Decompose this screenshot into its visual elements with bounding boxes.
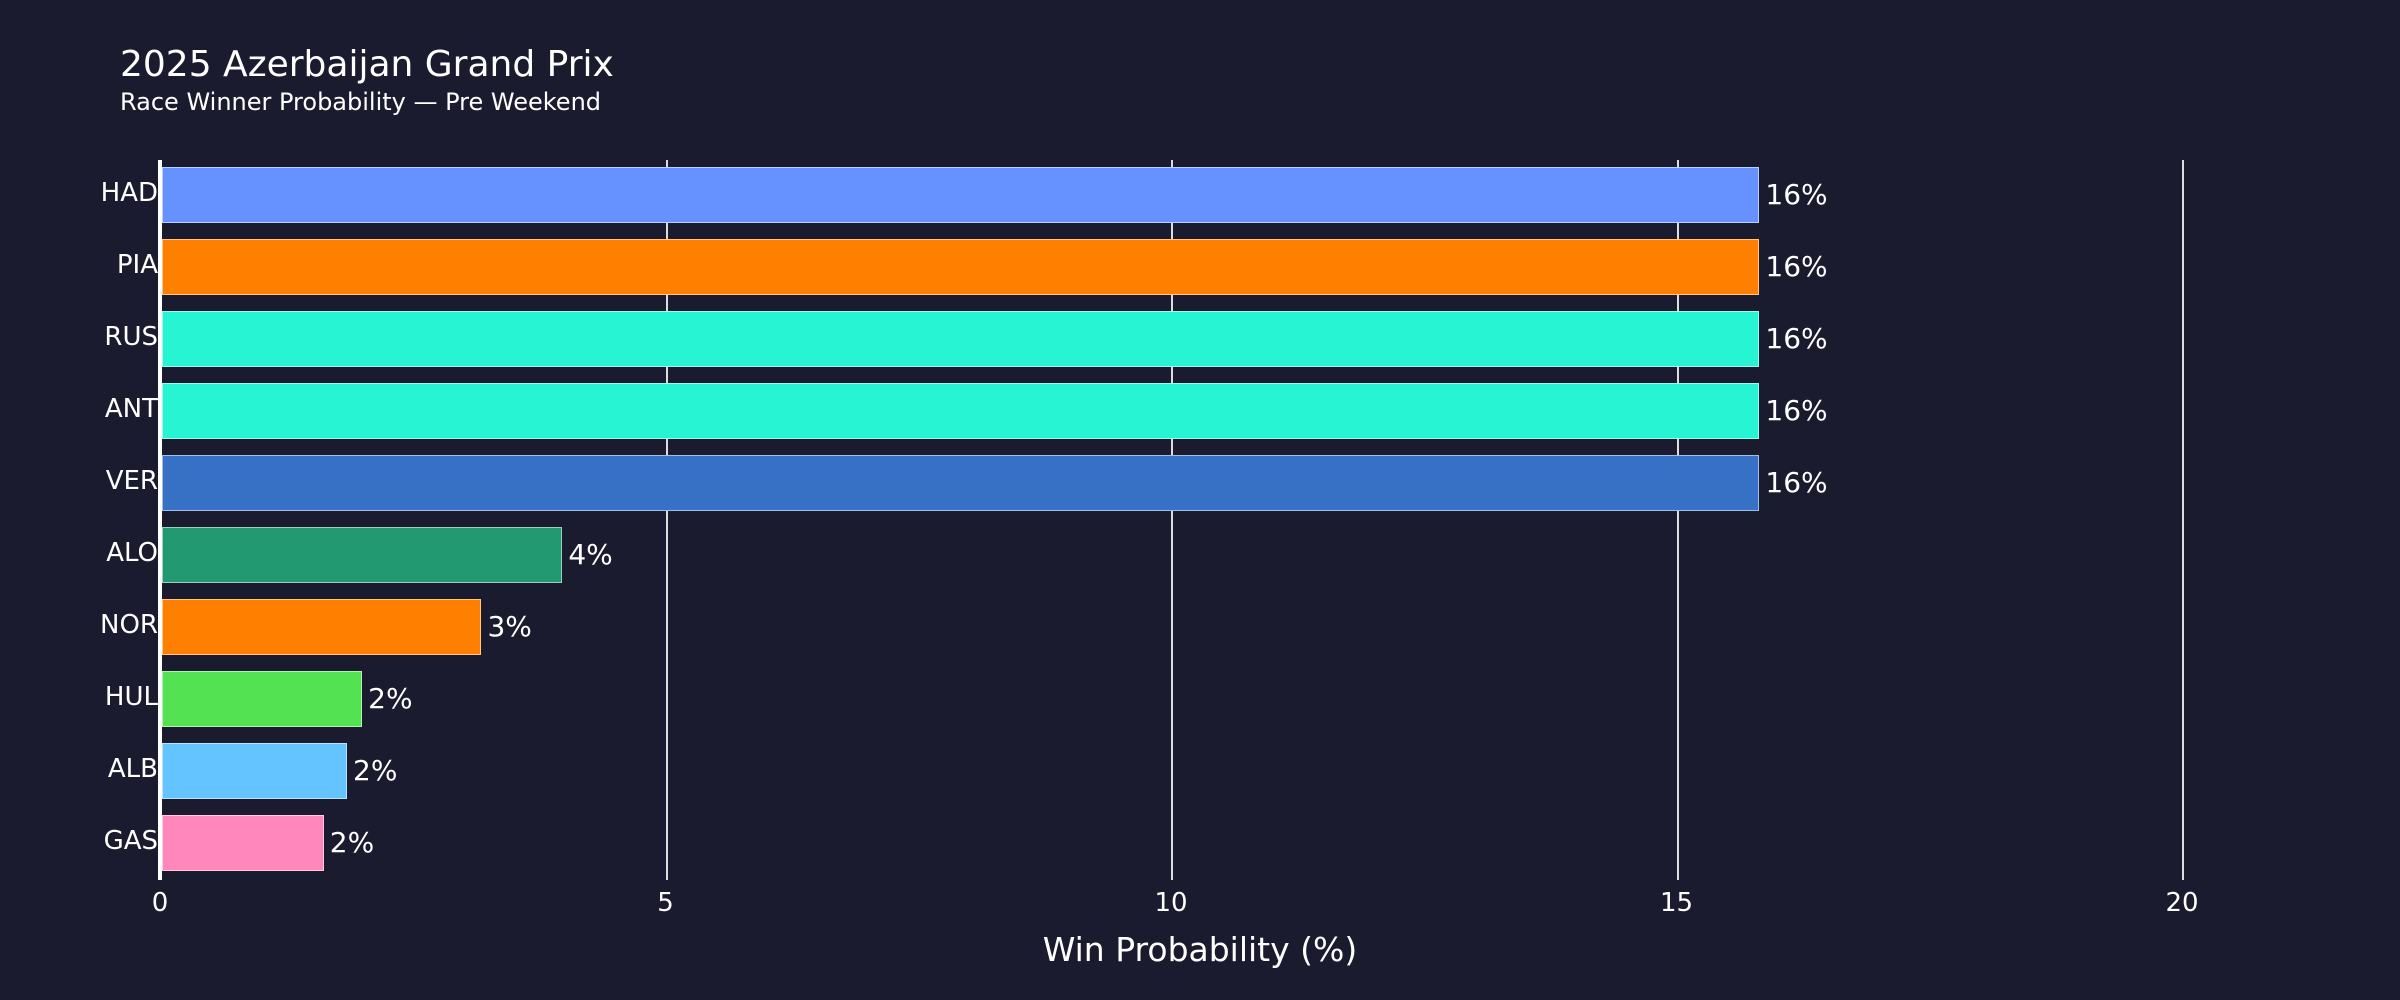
bar-value-label: 2% [353,754,398,787]
x-axis-title: Win Probability (%) [1042,930,1358,969]
y-tick-label: ALO [106,538,158,568]
chart-title: 2025 Azerbaijan Grand Prix [120,44,614,85]
chart-subtitle: Race Winner Probability — Pre Weekend [120,88,602,116]
x-tick-label: 15 [1659,888,1694,918]
gridline-0 [158,160,162,880]
bar-value-label: 16% [1765,394,1828,427]
bar[interactable] [162,383,1760,439]
bar-value-label: 16% [1765,250,1828,283]
x-tick-label: 20 [2165,888,2199,918]
bar[interactable] [162,311,1760,367]
x-tick-label: 10 [1154,888,1188,918]
x-tick-label: 0 [151,888,169,918]
bar-value-label: 2% [329,826,375,859]
gridline-15 [1676,160,1679,880]
bar-row-rus: RUS 16% [104,304,2182,376]
bar[interactable] [162,815,324,871]
gridline-5 [665,160,668,880]
y-tick-label: GAS [103,826,158,856]
y-tick-label: ALB [107,754,158,784]
bar-row-pia: PIA 16% [117,232,2182,304]
x-tick-label: 5 [657,888,674,918]
gridline-10 [1171,160,1173,880]
bar-row-alo: ALO 4% [106,520,2182,592]
y-tick-label: HAD [100,178,158,208]
bar[interactable] [162,671,363,727]
bar-value-label: 16% [1765,322,1828,355]
bar-row-ant: ANT 16% [105,376,2182,448]
bar[interactable] [162,599,482,655]
y-tick-label: NOR [100,610,158,640]
bar-row-gas: GAS 2% [104,808,2182,880]
y-tick-label: HUL [104,682,158,712]
y-tick-label: PIA [116,250,158,280]
plot-area: HAD 16% PIA 16% RUS 16% ANT 16% VER 16% ALO 4% NOR 3%… [100,160,2184,880]
y-tick-label: ANT [104,394,158,424]
bar-value-label: 3% [487,610,532,643]
y-tick-label: RUS [104,322,158,352]
bar[interactable] [162,167,1760,223]
bar[interactable] [162,743,347,799]
bar-value-label: 2% [368,682,413,715]
bar-value-label: 4% [568,538,613,571]
bar-row-ver: VER 16% [106,448,2182,520]
y-tick-label: VER [105,466,158,496]
bar-value-label: 16% [1765,178,1828,211]
bar-value-label: 16% [1765,466,1828,499]
bar[interactable] [162,527,563,583]
x-axis-label: Win Probability (%) [0,930,2400,969]
bar[interactable] [162,239,1760,295]
gridline-20 [2182,160,2184,880]
bar-row-alb: ALB 2% [108,736,2182,808]
bar-row-hul: HUL 2% [105,664,2182,736]
bar-row-had: HAD 16% [101,160,2182,232]
bar-row-nor: NOR 3% [100,592,2182,664]
bar[interactable] [162,455,1760,511]
